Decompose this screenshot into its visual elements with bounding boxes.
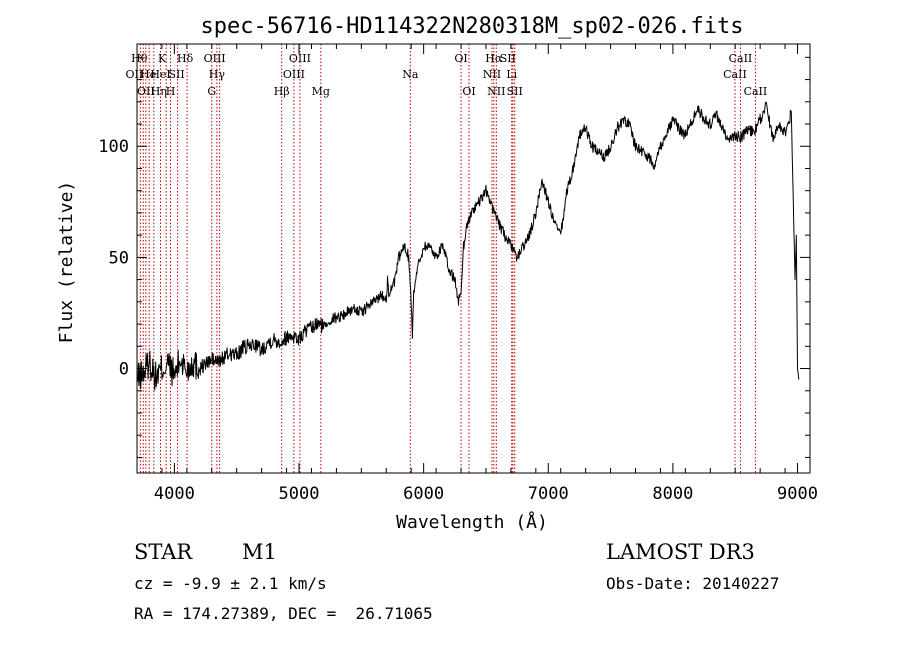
line-label-19: OI	[462, 85, 475, 98]
line-label-1: Hθ	[131, 52, 148, 65]
line-label-17: Na	[402, 68, 419, 81]
x-tick-label-2: 6000	[403, 484, 444, 504]
line-label-10: G	[207, 85, 216, 98]
object-subclass: M1	[242, 540, 277, 564]
line-label-20: NII	[483, 68, 501, 81]
redshift-cz: cz = -9.9 ± 2.1 km/s	[134, 574, 327, 593]
line-label-3: He	[140, 68, 156, 81]
line-label-6: K	[158, 52, 167, 65]
x-tick-label-1: 5000	[279, 484, 320, 504]
line-label-5: HeI	[150, 68, 170, 81]
object-class: STAR	[134, 540, 193, 564]
line-label-4: Hη	[151, 85, 167, 98]
line-label-26: CaII	[723, 68, 747, 81]
line-label-16: Mg	[312, 85, 330, 98]
y-tick-label-2: 100	[98, 137, 129, 157]
y-axis-label: Flux (relative)	[56, 181, 77, 344]
line-label-0: OII	[126, 68, 144, 81]
series-layer	[136, 101, 800, 391]
line-label-12: OIII	[204, 52, 226, 65]
line-label-11: Hγ	[209, 68, 226, 81]
line-label-2: OII	[137, 85, 155, 98]
obs-date: Obs-Date: 20140227	[606, 574, 780, 593]
line-label-25: SII	[507, 85, 523, 98]
plot-frame	[136, 43, 811, 474]
coordinates: RA = 174.27389, DEC = 26.71065	[134, 604, 433, 623]
spectrum-series	[136, 101, 800, 391]
line-label-28: CaII	[744, 85, 768, 98]
y-tick-label-0: 0	[119, 360, 129, 380]
line-label-8: SII	[169, 68, 185, 81]
survey-name: LAMOST DR3	[606, 540, 755, 564]
x-axis-label: Wavelength (Å)	[396, 511, 548, 533]
chart-title: spec-56716-HD114322N280318M_sp02-026.fit…	[200, 14, 743, 39]
emission-lines-layer: OIIHθOIIHeHηHeIKHSIIHδGHγOIIIHβOIIIOIIIM…	[126, 44, 768, 473]
line-label-24: SII	[500, 52, 516, 65]
line-label-14: OIII	[283, 68, 305, 81]
x-tick-label-5: 9000	[777, 484, 818, 504]
line-label-15: OIII	[289, 52, 311, 65]
line-label-22: NII	[487, 85, 505, 98]
line-label-9: Hδ	[177, 52, 194, 65]
line-label-23: Li	[506, 68, 517, 81]
line-label-18: OI	[454, 52, 467, 65]
y-tick-label-1: 50	[109, 248, 129, 268]
x-tick-label-0: 4000	[154, 484, 195, 504]
axes-layer: 4000 5000 6000 7000 8000 9000 0 50 100	[98, 44, 818, 504]
x-tick-label-3: 7000	[528, 484, 569, 504]
line-label-21: Hα	[485, 52, 503, 65]
x-tick-label-4: 8000	[652, 484, 693, 504]
line-label-27: CaII	[729, 52, 753, 65]
line-label-13: Hβ	[274, 85, 290, 98]
line-label-7: H	[166, 85, 176, 98]
